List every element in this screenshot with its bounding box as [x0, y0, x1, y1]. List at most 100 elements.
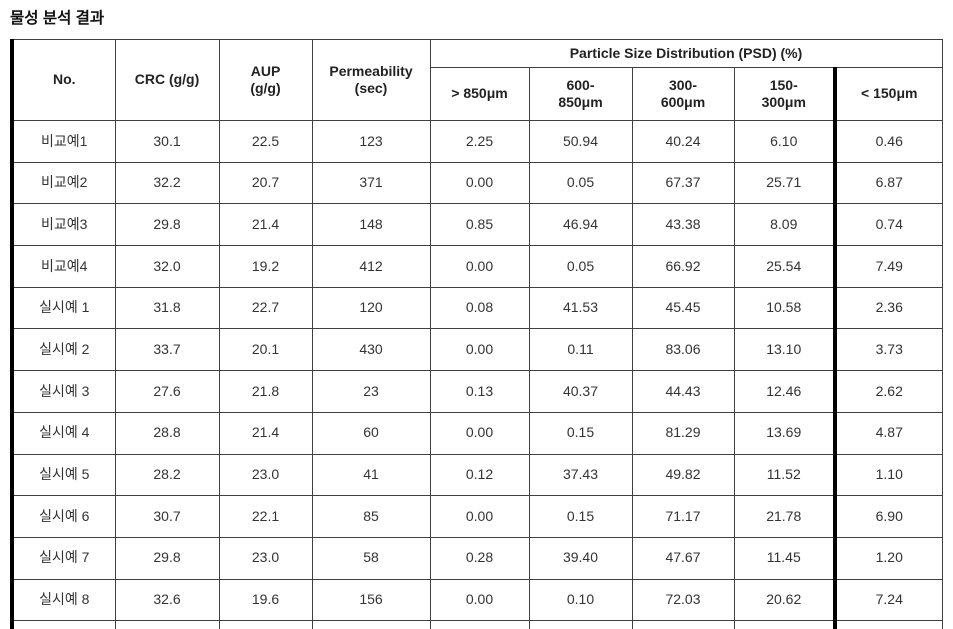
column-header-crc: CRC (g/g): [114, 39, 220, 121]
data-cell: 430: [311, 328, 431, 372]
cutoff-cell: [218, 620, 313, 629]
data-cell: 81.29: [631, 411, 735, 455]
data-cell: 21.4: [218, 203, 313, 247]
data-cell: 20.7: [218, 161, 313, 205]
data-cell: 371: [311, 161, 431, 205]
data-cell: 45.45: [631, 286, 735, 330]
data-cell: 47.67: [631, 536, 735, 580]
data-cell: 2.62: [833, 370, 943, 413]
header-row-2: > 850μm 600- 850μm 300- 600μm 150- 300μm…: [12, 67, 943, 121]
table-row: 실시예 3 27.6 21.8 23 0.13 40.37 44.43 12.46 2.62: [10, 370, 943, 413]
data-cell: 8.09: [733, 203, 836, 247]
data-cell: 6.87: [833, 161, 943, 205]
data-cell: 20.1: [218, 328, 313, 372]
data-cell: 13.10: [733, 328, 836, 372]
column-header-psd-group: Particle Size Distribution (PSD) (%): [429, 39, 943, 68]
data-cell: 0.00: [429, 495, 530, 538]
data-cell: 60: [311, 411, 431, 455]
property-analysis-table: No. CRC (g/g) AUP (g/g) Permeability (se…: [10, 39, 943, 629]
data-cell: 0.15: [528, 495, 633, 538]
data-cell: 22.1: [218, 495, 313, 538]
row-label: 비교예2: [10, 161, 116, 205]
row-label: 실시예 5: [10, 453, 116, 497]
data-cell: 0.28: [429, 536, 530, 580]
data-cell: 0.00: [429, 245, 530, 288]
column-header-psd-300-600: 300- 600μm: [631, 67, 735, 121]
cutoff-cell: [631, 620, 735, 629]
table-row: 비교예1 30.1 22.5 123 2.25 50.94 40.24 6.10 0.46: [10, 120, 943, 163]
data-cell: 0.05: [528, 161, 633, 205]
data-cell: 27.6: [114, 370, 220, 413]
data-cell: 12.46: [733, 370, 836, 413]
table-header: No. CRC (g/g) AUP (g/g) Permeability (se…: [10, 39, 943, 121]
data-cell: 0.00: [429, 161, 530, 205]
cutoff-cell: [733, 620, 836, 629]
table-row: 실시예 8 32.6 19.6 156 0.00 0.10 72.03 20.62 7.24: [10, 578, 943, 622]
data-cell: 19.6: [218, 578, 313, 622]
row-label: 실시예 8: [10, 578, 116, 622]
data-cell: 32.2: [114, 161, 220, 205]
column-header-no: No.: [10, 39, 116, 121]
data-cell: 25.54: [733, 245, 836, 288]
data-cell: 85: [311, 495, 431, 538]
data-cell: 0.00: [429, 328, 530, 372]
data-cell: 31.8: [114, 286, 220, 330]
data-cell: 37.43: [528, 453, 633, 497]
data-cell: 0.00: [429, 578, 530, 622]
data-cell: 20.62: [733, 578, 836, 622]
data-cell: 148: [311, 203, 431, 247]
data-cell: 11.52: [733, 453, 836, 497]
table-row: 비교예3 29.8 21.4 148 0.85 46.94 43.38 8.09 0.74: [10, 203, 943, 247]
data-cell: 156: [311, 578, 431, 622]
data-cell: 41: [311, 453, 431, 497]
table-row: 실시예 5 28.2 23.0 41 0.12 37.43 49.82 11.52 1.10: [10, 453, 943, 497]
data-cell: 0.12: [429, 453, 530, 497]
row-label: 실시예 3: [10, 370, 116, 413]
cutoff-cell: [528, 620, 633, 629]
data-cell: 4.87: [833, 411, 943, 455]
data-cell: 25.71: [733, 161, 836, 205]
data-cell: 0.74: [833, 203, 943, 247]
data-cell: 23: [311, 370, 431, 413]
data-cell: 44.43: [631, 370, 735, 413]
row-label: 실시예 1: [10, 286, 116, 330]
data-cell: 0.00: [429, 411, 530, 455]
data-cell: 33.7: [114, 328, 220, 372]
row-label: 실시예 2: [10, 328, 116, 372]
row-label: 실시예 6: [10, 495, 116, 538]
data-cell: 6.90: [833, 495, 943, 538]
table-row: 실시예 1 31.8 22.7 120 0.08 41.53 45.45 10.58 2.36: [10, 286, 943, 330]
data-cell: 29.8: [114, 536, 220, 580]
data-cell: 40.37: [528, 370, 633, 413]
data-cell: 0.85: [429, 203, 530, 247]
column-header-psd-lt150: < 150μm: [833, 67, 943, 121]
data-cell: 3.73: [833, 328, 943, 372]
table-row: 실시예 2 33.7 20.1 430 0.00 0.11 83.06 13.10 3.73: [10, 328, 943, 372]
data-cell: 83.06: [631, 328, 735, 372]
data-cell: 21.8: [218, 370, 313, 413]
header-row-1: No. CRC (g/g) AUP (g/g) Permeability (se…: [10, 39, 943, 121]
table-body: 비교예1 30.1 22.5 123 2.25 50.94 40.24 6.10 0.46 비교예…: [10, 120, 943, 629]
data-cell: 11.45: [733, 536, 836, 580]
data-cell: 0.13: [429, 370, 530, 413]
column-header-permeability: Permeability (sec): [311, 39, 431, 121]
data-cell: 32.6: [114, 578, 220, 622]
page-title: 물성 분석 결과: [10, 10, 105, 27]
data-cell: 28.8: [114, 411, 220, 455]
row-label: 비교예1: [10, 120, 116, 163]
data-cell: 10.58: [733, 286, 836, 330]
data-cell: 23.0: [218, 453, 313, 497]
table-row: 실시예 6 30.7 22.1 85 0.00 0.15 71.17 21.78 6.90: [10, 495, 943, 538]
data-cell: 39.40: [528, 536, 633, 580]
data-cell: 7.49: [833, 245, 943, 288]
row-label: 비교예3: [10, 203, 116, 247]
data-cell: 29.8: [114, 203, 220, 247]
data-cell: 32.0: [114, 245, 220, 288]
data-cell: 13.69: [733, 411, 836, 455]
data-cell: 21.4: [218, 411, 313, 455]
data-cell: 1.20: [833, 536, 943, 580]
data-cell: 22.5: [218, 120, 313, 163]
table-row: 비교예2 32.2 20.7 371 0.00 0.05 67.37 25.71 6.87: [10, 161, 943, 205]
data-cell: 43.38: [631, 203, 735, 247]
cutoff-cell: [114, 620, 220, 629]
